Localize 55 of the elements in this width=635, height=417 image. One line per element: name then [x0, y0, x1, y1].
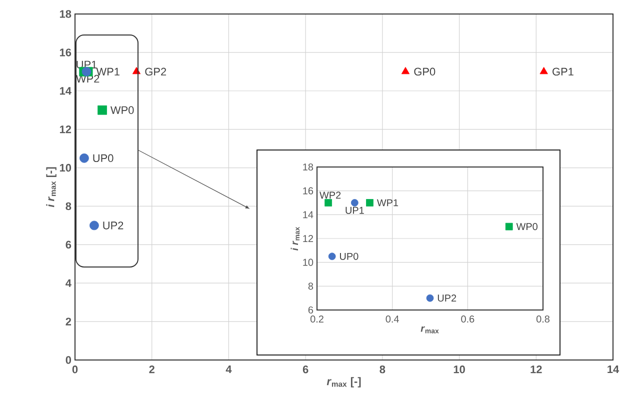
- point: [324, 199, 332, 206]
- point: [505, 222, 513, 230]
- y-tick-label: 6: [308, 306, 314, 314]
- y-tick-label: 0: [66, 356, 72, 364]
- series-label: GP2: [145, 68, 166, 76]
- series-label: UP2: [438, 294, 456, 302]
- series-label: UP0: [93, 154, 114, 162]
- point: [350, 199, 358, 206]
- x-tick-label: 14: [608, 366, 620, 374]
- x-tick-label: 0.8: [536, 316, 550, 323]
- y-tick-label: 8: [66, 202, 72, 210]
- series-label: GP0: [414, 68, 436, 76]
- series-label: WP2: [320, 192, 341, 199]
- y-axis-title: i r$_{max}$ [-]: [46, 167, 56, 208]
- y-tick-label: 18: [60, 10, 72, 18]
- point: [328, 252, 336, 260]
- series-label: WP1: [376, 199, 398, 206]
- point: [401, 66, 410, 74]
- x-tick-label: 0: [72, 366, 78, 374]
- series-label: UP2: [103, 222, 124, 230]
- point: [366, 199, 374, 206]
- x-axis-title: r$_{max}$ [-]: [326, 377, 361, 388]
- point: [540, 66, 548, 74]
- y-tick-label: 8: [308, 282, 314, 290]
- y-tick-label: 16: [303, 187, 314, 194]
- series-label: WP1: [96, 68, 120, 76]
- y-tick-label: 4: [66, 279, 72, 287]
- point: [98, 105, 107, 115]
- x-axis-title: r$_{max}$: [420, 326, 439, 334]
- point: [426, 294, 434, 302]
- x-tick-label: 8: [380, 366, 386, 374]
- x-tick-label: 0.6: [461, 316, 474, 323]
- series-label: GP1: [552, 68, 574, 76]
- y-tick-label: 10: [60, 164, 72, 172]
- x-tick-label: 4: [226, 366, 232, 374]
- y-tick-label: 14: [60, 87, 72, 95]
- y-tick-label: 10: [303, 258, 314, 266]
- series-label: WP0: [110, 106, 134, 114]
- x-tick-label: 2: [149, 366, 154, 374]
- y-axis-title: i r$_{max}$: [290, 226, 300, 250]
- point: [90, 220, 99, 230]
- y-tick-label: 6: [66, 240, 72, 249]
- y-tick-label: 16: [60, 48, 72, 56]
- x-tick-label: 10: [454, 366, 465, 374]
- point: [80, 153, 89, 163]
- series-label: UP0: [340, 252, 358, 260]
- series-label: UP1: [346, 206, 364, 214]
- y-tick-label: 18: [303, 163, 314, 171]
- x-tick-label: 0.2: [310, 316, 324, 323]
- y-tick-label: 12: [60, 126, 72, 134]
- y-tick-label: 14: [303, 211, 314, 218]
- x-tick-label: 12: [530, 366, 542, 374]
- y-tick-label: 12: [303, 235, 313, 242]
- series-label: WP0: [516, 223, 538, 230]
- x-tick-label: 0.4: [386, 316, 399, 323]
